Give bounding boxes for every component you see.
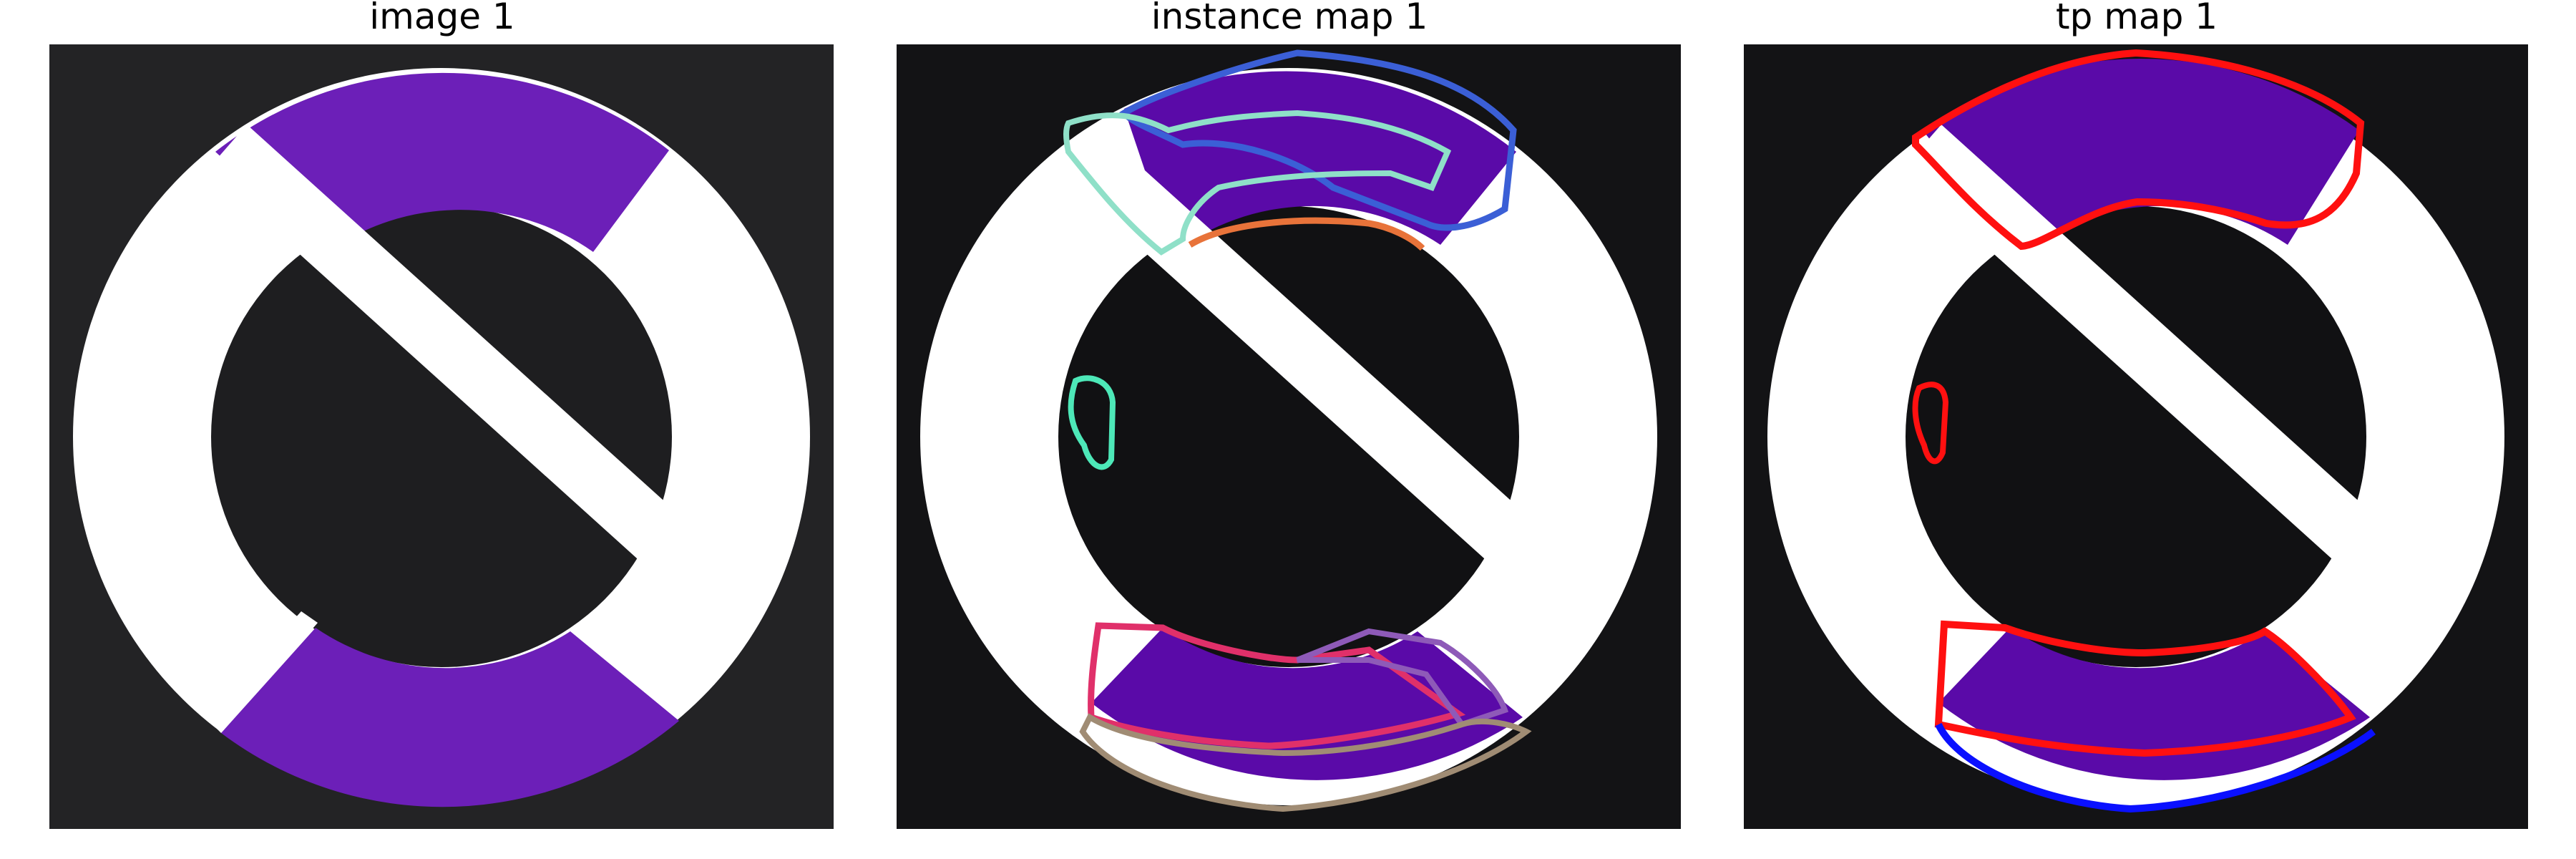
panel-image [49, 44, 834, 829]
panel-title-instance-map: instance map 1 [1151, 0, 1428, 37]
panel-title-image: image 1 [369, 0, 515, 37]
ring-hole [1906, 206, 2366, 667]
tp-outline-top [1912, 49, 2365, 251]
image-canvas [49, 44, 834, 829]
instance-outline-inner-edge [1188, 217, 1425, 251]
instance-map-canvas [897, 44, 1681, 829]
instance-outline-top [1119, 49, 1517, 231]
tp-outline-bottom-outer [1935, 722, 2376, 813]
ring-hole [211, 206, 672, 667]
panel-instance-map [897, 44, 1681, 829]
purple-region-top [1923, 58, 2359, 254]
panel-title-tp-map: tp map 1 [2055, 0, 2218, 37]
ring-hole [1058, 206, 1519, 667]
instance-outline-top-inner [1063, 110, 1452, 256]
ring-gap-bottom-left [205, 611, 318, 733]
instance-outline-bottom-outer [1079, 713, 1532, 812]
panel-tp-map [1744, 44, 2528, 829]
tp-outline-bottom [1934, 620, 2356, 757]
instance-outline-small-left [1068, 375, 1116, 470]
instance-outline-bottom [1088, 622, 1466, 749]
tp-outline-small-left [1912, 382, 1949, 465]
ring-gap-top-right [593, 156, 693, 263]
diagonal-bar [207, 125, 728, 604]
tp-map-canvas [1744, 44, 2528, 829]
purple-arc-bottom [221, 628, 679, 807]
diagonal-bar [1054, 125, 1575, 604]
